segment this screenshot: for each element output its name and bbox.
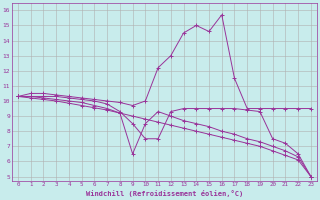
X-axis label: Windchill (Refroidissement éolien,°C): Windchill (Refroidissement éolien,°C) xyxy=(86,190,243,197)
